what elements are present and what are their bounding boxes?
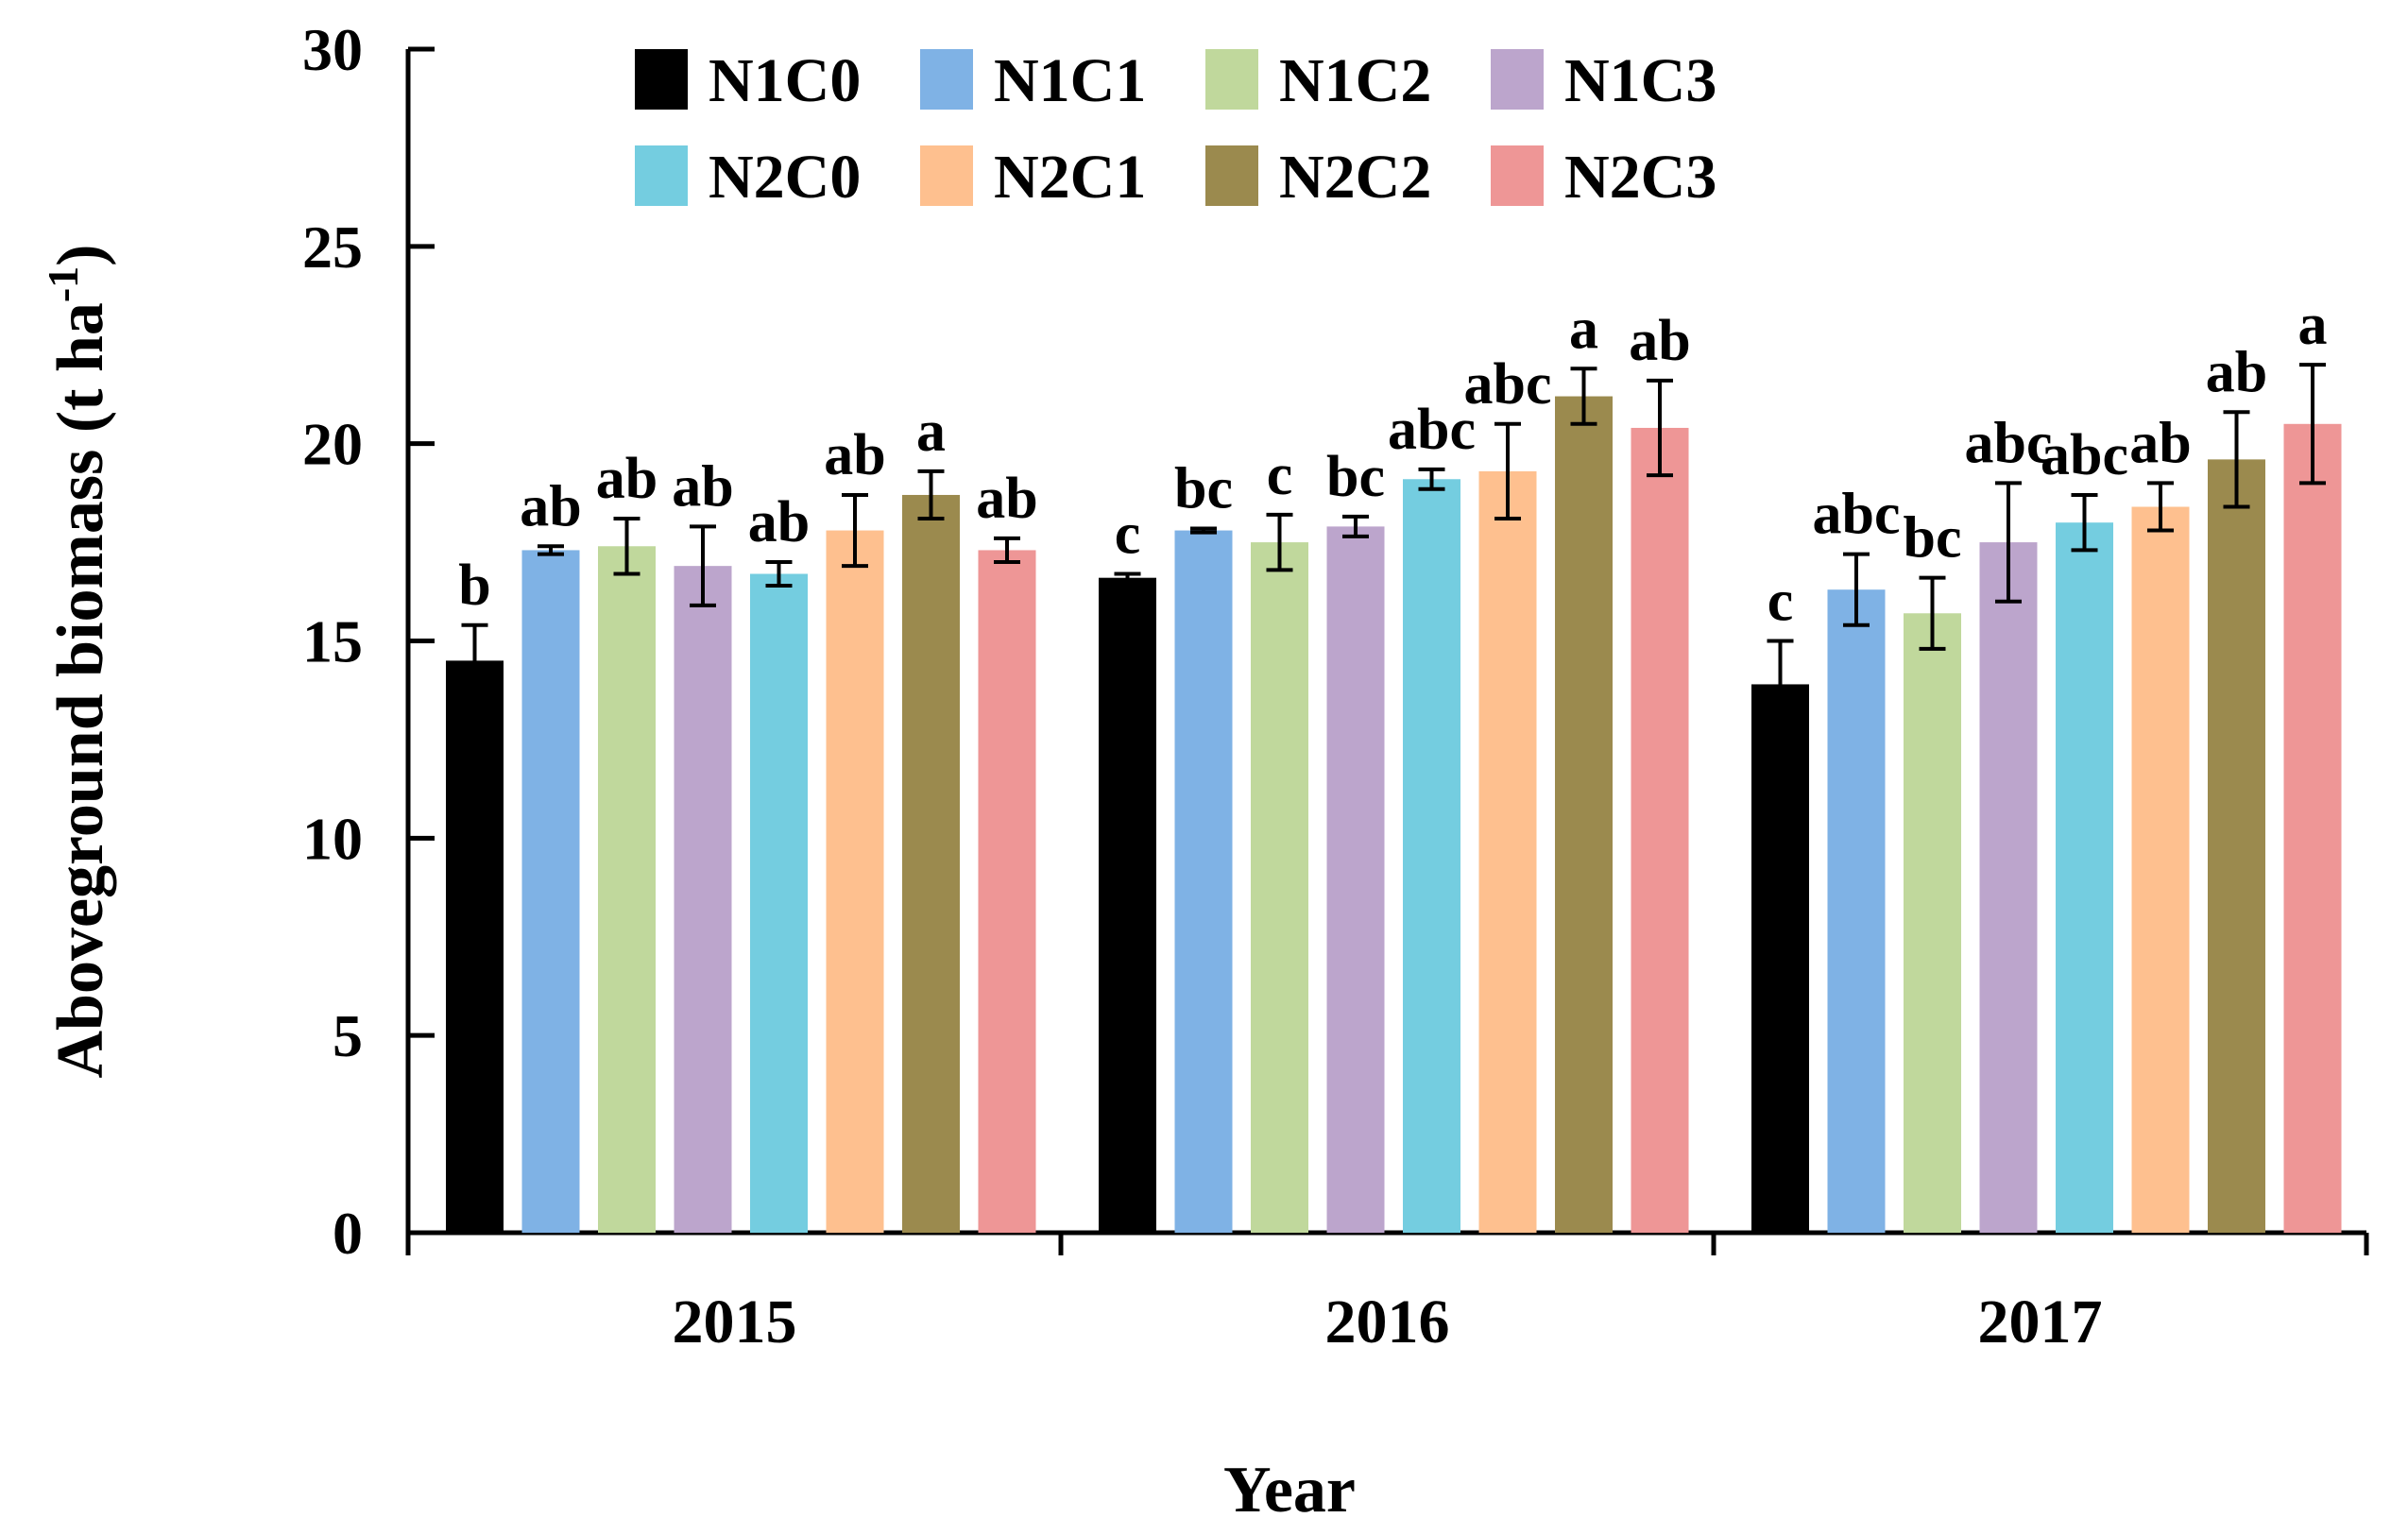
legend-swatch-N1C3 — [1491, 49, 1544, 110]
legend-swatch-N2C3 — [1491, 145, 1544, 206]
legend-item-N1C0: N1C0 — [635, 46, 861, 115]
legend-swatch-N2C0 — [635, 145, 688, 206]
legend-label-N2C0: N2C0 — [709, 143, 861, 212]
significance-label-N1C1-2015: ab — [520, 474, 581, 538]
significance-label-N1C0-2015: b — [458, 554, 490, 618]
significance-label-N1C0-2016: c — [1115, 502, 1141, 566]
legend-item-N2C3: N2C3 — [1491, 143, 1716, 212]
y-tick-label: 30 — [302, 16, 363, 83]
significance-label-N2C1-2016: abc — [1464, 352, 1552, 417]
bar-N2C3-2016 — [1631, 427, 1689, 1234]
legend-label-N1C2: N1C2 — [1279, 46, 1431, 115]
significance-label-N1C1-2017: abc — [1813, 483, 1901, 547]
bar-N1C0-2017 — [1751, 684, 1809, 1233]
legend-item-N1C1: N1C1 — [920, 46, 1146, 115]
legend: N1C0 N1C1 N1C2 N1C3 N2C0 N2C1 N2C2 N2C3 — [635, 46, 1716, 212]
significance-label-N1C3-2015: ab — [672, 454, 733, 519]
legend-item-N2C1: N2C1 — [920, 143, 1146, 212]
bar-N1C0-2016 — [1099, 577, 1156, 1233]
bar-N1C0-2015 — [446, 660, 504, 1233]
bar-N2C3-2015 — [978, 550, 1036, 1233]
bar-N2C2-2016 — [1555, 396, 1613, 1234]
bar-N1C2-2015 — [598, 546, 656, 1233]
bar-N1C2-2016 — [1251, 542, 1308, 1233]
significance-label-N2C2-2016: a — [1569, 297, 1598, 361]
bar-N2C2-2015 — [902, 494, 960, 1233]
bar-N2C1-2015 — [826, 530, 884, 1233]
legend-label-N2C3: N2C3 — [1564, 143, 1716, 212]
legend-item-N2C2: N2C2 — [1205, 143, 1431, 212]
significance-label-N1C3-2016: bc — [1326, 445, 1385, 509]
y-axis-title: Aboveground biomass (t ha-1) — [39, 244, 117, 1078]
significance-label-N2C3-2017: a — [2298, 293, 2328, 357]
y-axis-title-superscript: -1 — [39, 266, 87, 302]
category-label-2016: 2016 — [1325, 1288, 1450, 1356]
y-tick-label: 20 — [302, 411, 363, 478]
bar-N1C3-2016 — [1326, 526, 1385, 1233]
significance-label-N2C0-2016: abc — [1388, 398, 1476, 462]
bar-N2C0-2016 — [1403, 479, 1460, 1233]
legend-label-N2C1: N2C1 — [994, 143, 1146, 212]
bar-N2C3-2017 — [2283, 423, 2342, 1233]
bar-N1C1-2017 — [1827, 589, 1886, 1233]
legend-item-N1C3: N1C3 — [1491, 46, 1716, 115]
x-axis-ticks — [405, 1233, 2369, 1255]
x-axis-title: Year — [1223, 1454, 1356, 1526]
legend-swatch-N1C0 — [635, 49, 688, 110]
bar-N1C3-2015 — [674, 566, 732, 1233]
bars-group — [446, 396, 2342, 1234]
bar-N1C3-2017 — [1979, 542, 2038, 1233]
bar-N1C2-2017 — [1904, 613, 1961, 1233]
legend-swatch-N2C2 — [1205, 145, 1258, 206]
error-bars-group — [461, 363, 2326, 730]
significance-label-N2C2-2015: a — [916, 400, 946, 464]
significance-label-N1C2-2016: c — [1267, 443, 1293, 507]
legend-label-N1C0: N1C0 — [709, 46, 861, 115]
legend-swatch-N1C1 — [920, 49, 973, 110]
bar-N1C1-2015 — [521, 550, 580, 1233]
y-tick-label: 0 — [333, 1200, 363, 1267]
y-axis-title-main: Aboveground biomass (t ha — [44, 302, 117, 1078]
legend-label-N2C2: N2C2 — [1279, 143, 1431, 212]
y-tick-label: 25 — [302, 213, 363, 281]
y-axis-title-close: ) — [44, 244, 117, 265]
legend-item-N2C0: N2C0 — [635, 143, 861, 212]
bar-N2C1-2016 — [1478, 470, 1537, 1233]
significance-label-N1C3-2017: abc — [1965, 411, 2053, 475]
bar-N2C1-2017 — [2131, 506, 2190, 1233]
significance-label-N2C3-2015: ab — [976, 467, 1037, 531]
significance-label-N2C1-2015: ab — [824, 423, 885, 487]
significance-label-N1C0-2017: c — [1768, 570, 1794, 634]
bar-N2C0-2015 — [750, 573, 808, 1233]
legend-label-N1C3: N1C3 — [1564, 46, 1716, 115]
significance-label-N1C2-2015: ab — [596, 447, 658, 511]
legend-swatch-N1C2 — [1205, 49, 1258, 110]
significance-label-N2C2-2017: ab — [2206, 340, 2267, 404]
significance-label-N2C3-2016: ab — [1629, 309, 1690, 373]
y-tick-label: 5 — [333, 1002, 363, 1069]
bar-N2C0-2017 — [2056, 522, 2113, 1233]
legend-swatch-N2C1 — [920, 145, 973, 206]
bar-N1C1-2016 — [1174, 530, 1233, 1233]
significance-label-N1C2-2017: bc — [1904, 506, 1962, 571]
legend-item-N1C2: N1C2 — [1205, 46, 1431, 115]
bar-N2C2-2017 — [2208, 459, 2265, 1234]
y-axis-ticks: 0 5 10 15 20 25 30 — [302, 16, 435, 1267]
significance-label-N2C1-2017: ab — [2129, 411, 2191, 475]
significance-label-N2C0-2015: ab — [748, 490, 810, 554]
y-tick-label: 15 — [302, 608, 363, 675]
category-label-2017: 2017 — [1978, 1288, 2103, 1356]
legend-label-N1C1: N1C1 — [994, 46, 1146, 115]
y-tick-label: 10 — [302, 805, 363, 872]
category-labels-group: 2015 2016 2017 — [673, 1288, 2103, 1356]
significance-label-N1C1-2016: bc — [1174, 456, 1233, 520]
significance-label-N2C0-2017: abc — [2041, 423, 2128, 487]
category-label-2015: 2015 — [673, 1288, 797, 1356]
